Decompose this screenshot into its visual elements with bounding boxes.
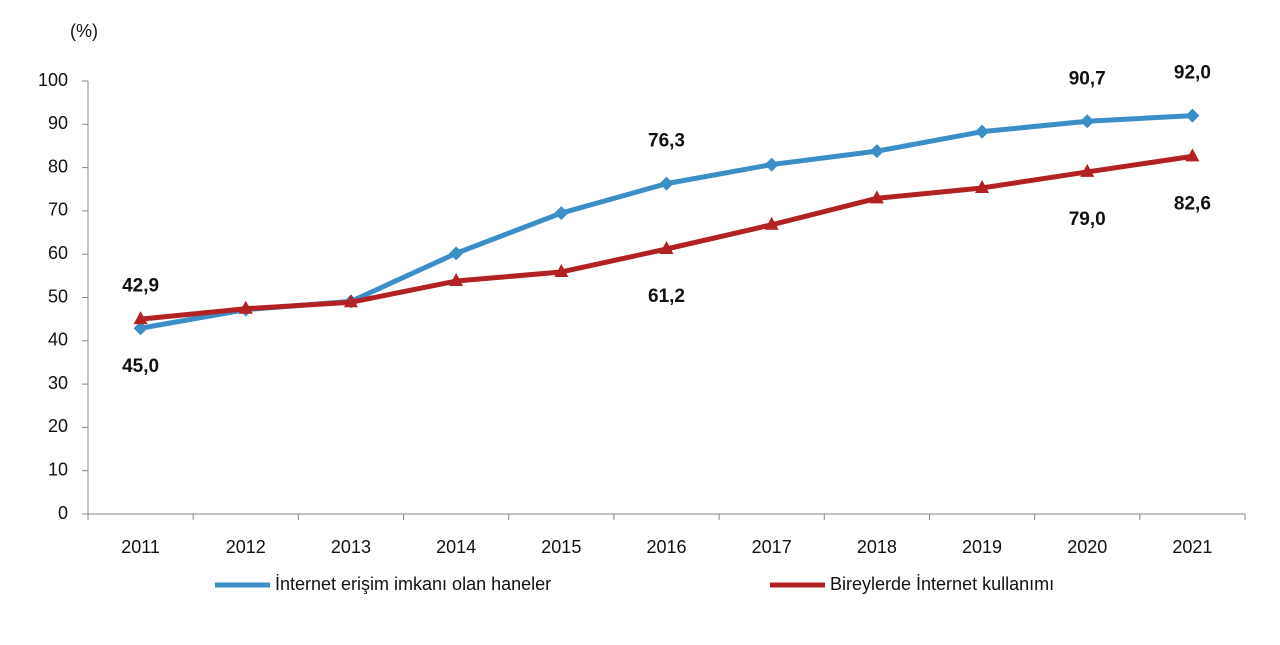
data-label: 90,7 (1069, 68, 1106, 89)
y-tick-label: 30 (48, 373, 68, 393)
x-tick-label: 2017 (752, 537, 792, 557)
marker (869, 190, 884, 204)
legend-label: İnternet erişim imkanı olan haneler (275, 574, 551, 594)
marker (975, 124, 990, 139)
y-tick-label: 100 (38, 70, 68, 90)
data-label: 76,3 (648, 131, 685, 152)
y-tick-label: 80 (48, 156, 68, 176)
marker (554, 206, 569, 221)
marker (1080, 163, 1095, 177)
data-label: 79,0 (1069, 209, 1106, 230)
y-tick-label: 0 (58, 503, 68, 523)
y-tick-label: 40 (48, 330, 68, 350)
x-tick-label: 2018 (857, 537, 897, 557)
marker (764, 157, 779, 172)
marker (554, 263, 569, 277)
x-tick-label: 2012 (226, 537, 266, 557)
marker (133, 321, 148, 336)
marker (343, 294, 358, 308)
y-axis-label: (%) (70, 21, 98, 41)
data-label: 82,6 (1174, 193, 1211, 214)
legend-label: Bireylerde İnternet kullanımı (830, 574, 1054, 594)
x-tick-label: 2011 (121, 537, 160, 557)
x-tick-label: 2013 (331, 537, 371, 557)
marker (764, 216, 779, 230)
marker (869, 144, 884, 159)
x-tick-label: 2021 (1172, 537, 1212, 557)
y-tick-label: 50 (48, 286, 68, 306)
data-label: 42,9 (122, 275, 159, 296)
x-tick-label: 2019 (962, 537, 1002, 557)
marker (449, 246, 464, 261)
y-tick-label: 90 (48, 113, 68, 133)
data-label: 45,0 (122, 356, 159, 377)
marker (449, 273, 464, 287)
y-tick-label: 20 (48, 416, 68, 436)
y-tick-label: 10 (48, 459, 68, 479)
x-tick-label: 2015 (541, 537, 581, 557)
marker (975, 179, 990, 193)
marker (238, 300, 253, 314)
marker (659, 176, 674, 191)
marker (659, 241, 674, 255)
y-tick-label: 70 (48, 200, 68, 220)
marker (1080, 114, 1095, 129)
marker (1185, 108, 1200, 123)
data-label: 61,2 (648, 286, 685, 307)
x-tick-label: 2020 (1067, 537, 1107, 557)
data-label: 92,0 (1174, 63, 1211, 84)
x-tick-label: 2014 (436, 537, 476, 557)
marker (1185, 148, 1200, 162)
y-tick-label: 60 (48, 243, 68, 263)
marker (133, 311, 148, 325)
x-tick-label: 2016 (646, 537, 686, 557)
